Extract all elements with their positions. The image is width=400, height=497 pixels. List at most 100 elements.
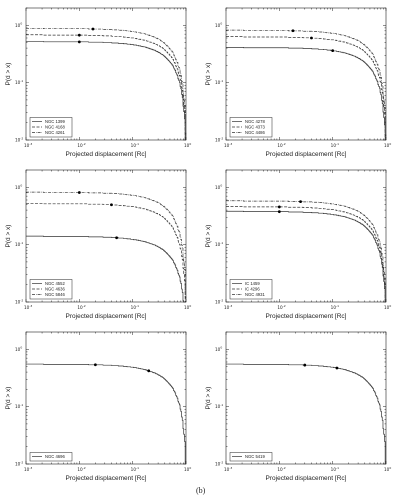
x-tick-exponent: 0 [389,304,391,308]
x-tick-label: 10-2 [77,142,85,148]
legend-box [229,117,273,138]
series-line-2 [226,36,386,141]
x-tick-label: 10-3 [224,142,232,148]
y-axis-label: P(d > x) [205,387,212,410]
y-tick-label: 10-1 [215,403,223,409]
y-tick-exponent: -2 [20,460,23,464]
y-tick-exponent: -2 [220,298,223,302]
x-tick-label: 100 [384,142,391,148]
legend-entry-3: NGC 4261 [45,130,65,135]
legend-entry-1: NGC 1399 [45,119,65,124]
legend-entry-1: IC 1459 [245,281,260,286]
x-tick-label: 10-1 [331,142,339,148]
series-marker-1 [335,366,339,370]
y-tick-exponent: 0 [20,346,22,350]
x-tick-exponent: -3 [29,304,32,308]
legend-box [229,452,273,462]
y-tick-label: 10-2 [15,460,23,466]
x-tick-exponent: -2 [83,304,86,308]
series-line-2 [226,206,386,303]
legend-entry-3: NGC 4931 [245,292,265,297]
x-axis-label: Projected displacement [Rc] [66,151,147,158]
y-axis-label: P(d > x) [205,63,212,86]
series-line-1 [26,41,186,141]
x-tick-label: 100 [384,466,391,472]
x-tick-label: 100 [184,142,191,148]
y-tick-exponent: 0 [220,184,222,188]
y-tick-exponent: -1 [20,79,23,83]
series-line-3 [226,29,387,141]
y-tick-exponent: 0 [20,184,22,188]
x-tick-label: 10-2 [77,304,85,310]
legend-entry-1: NGC 4696 [45,454,65,459]
series-marker-1 [331,49,335,53]
series-line-1 [226,363,386,465]
x-tick-label: 10-1 [331,304,339,310]
series-line-3 [26,27,187,141]
figure-label: (b) [196,486,206,495]
series-line-1 [226,47,386,141]
y-tick-label: 10-2 [15,136,23,142]
x-tick-exponent: -1 [136,142,139,146]
plot-frame [225,7,387,141]
x-tick-exponent: -3 [29,466,32,470]
y-tick-label: 10-2 [215,460,223,466]
x-axis-label: Projected displacement [Rc] [66,313,147,320]
series-line-2 [26,203,186,303]
x-tick-exponent: -1 [136,466,139,470]
series-marker-1 [77,40,81,44]
legend-entry-3: NGC 4486 [245,130,265,135]
x-tick-label: 10-3 [24,466,32,472]
x-tick-label: 100 [184,466,191,472]
x-tick-exponent: -2 [83,466,86,470]
series-marker-2 [77,33,81,37]
plot-frame [225,169,387,303]
x-tick-label: 10-1 [131,304,139,310]
series-line-3 [226,200,386,303]
x-tick-label: 10-2 [277,304,285,310]
x-tick-exponent: 0 [389,466,391,470]
x-tick-exponent: 0 [389,142,391,146]
y-axis-label: P(d > x) [205,225,212,248]
x-tick-exponent: -3 [229,304,232,308]
series-marker-1 [115,236,119,240]
x-tick-exponent: -1 [136,304,139,308]
y-tick-exponent: 0 [220,346,222,350]
legend-entry-2: IC 4296 [245,286,260,291]
x-tick-exponent: 0 [189,142,191,146]
series-marker-2 [310,36,313,40]
series-line-1 [226,210,386,303]
x-tick-exponent: -2 [283,466,286,470]
y-axis-label: P(d > x) [5,63,12,86]
x-tick-label: 10-3 [24,142,32,148]
legend-entry-2: NGC 4636 [45,286,65,291]
x-tick-label: 10-1 [131,142,139,148]
legend-box [29,117,73,138]
legend-box [29,452,73,462]
series-marker-2 [277,205,281,209]
plot-frame [25,7,187,141]
legend-entry-1: NGC 5419 [245,454,265,459]
plot-frame [25,331,187,465]
y-tick-label: 10-1 [15,403,23,409]
series-marker-1 [277,210,281,214]
x-tick-label: 10-2 [277,466,285,472]
y-tick-label: 10-1 [15,79,23,85]
y-tick-exponent: 0 [220,22,222,26]
x-tick-label: 100 [384,304,391,310]
x-tick-exponent: 0 [189,304,191,308]
x-tick-exponent: -3 [229,466,232,470]
y-tick-label: 100 [15,22,22,28]
y-tick-label: 10-1 [215,79,223,85]
x-tick-exponent: -3 [29,142,32,146]
x-tick-exponent: -2 [83,142,86,146]
x-tick-label: 10-1 [331,466,339,472]
legend-entry-2: NGC 4373 [245,124,265,129]
y-axis-label: P(d > x) [5,225,12,248]
y-tick-exponent: -1 [220,241,223,245]
